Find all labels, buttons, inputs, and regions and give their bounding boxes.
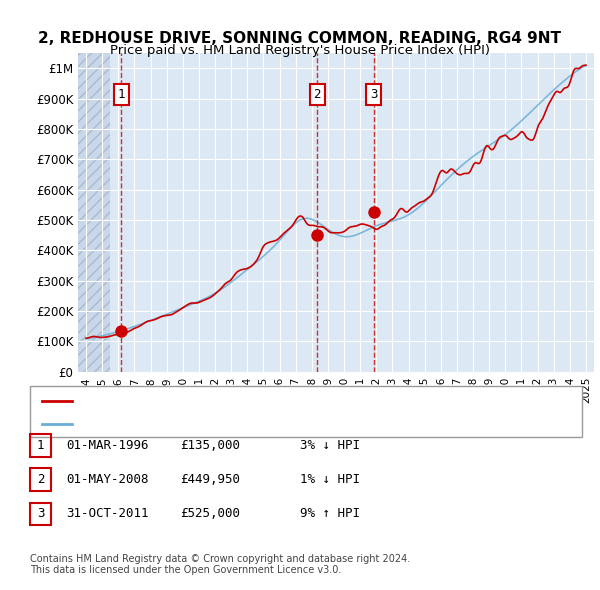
Text: £525,000: £525,000 <box>180 507 240 520</box>
Text: 2, REDHOUSE DRIVE, SONNING COMMON, READING, RG4 9NT (detached house): 2, REDHOUSE DRIVE, SONNING COMMON, READI… <box>78 396 503 407</box>
Text: 3: 3 <box>37 507 44 520</box>
Text: 1: 1 <box>118 88 125 101</box>
Text: Price paid vs. HM Land Registry's House Price Index (HPI): Price paid vs. HM Land Registry's House … <box>110 44 490 57</box>
Text: 3: 3 <box>370 88 377 101</box>
Text: £449,950: £449,950 <box>180 473 240 486</box>
Bar <box>78 53 110 372</box>
Text: 2: 2 <box>37 473 44 486</box>
Text: 2, REDHOUSE DRIVE, SONNING COMMON, READING, RG4 9NT: 2, REDHOUSE DRIVE, SONNING COMMON, READI… <box>38 31 562 46</box>
Text: 01-MAY-2008: 01-MAY-2008 <box>66 473 149 486</box>
Text: HPI: Average price, detached house, South Oxfordshire: HPI: Average price, detached house, Sout… <box>78 419 409 429</box>
Text: 1: 1 <box>37 439 44 452</box>
Text: 31-OCT-2011: 31-OCT-2011 <box>66 507 149 520</box>
Text: Contains HM Land Registry data © Crown copyright and database right 2024.
This d: Contains HM Land Registry data © Crown c… <box>30 553 410 575</box>
Text: 01-MAR-1996: 01-MAR-1996 <box>66 439 149 452</box>
Text: 2: 2 <box>313 88 321 101</box>
Text: 9% ↑ HPI: 9% ↑ HPI <box>300 507 360 520</box>
Text: £135,000: £135,000 <box>180 439 240 452</box>
Text: 3% ↓ HPI: 3% ↓ HPI <box>300 439 360 452</box>
Text: 1% ↓ HPI: 1% ↓ HPI <box>300 473 360 486</box>
